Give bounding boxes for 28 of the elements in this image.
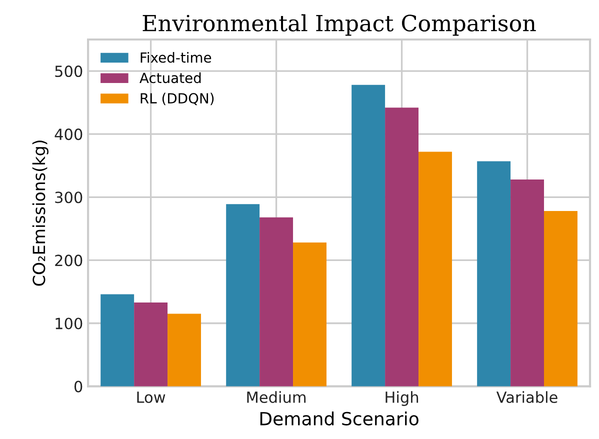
x-tick-label: Variable (496, 391, 558, 404)
x-tick-label: High (386, 391, 418, 406)
bar (168, 314, 201, 386)
bar (260, 217, 294, 386)
bar (385, 108, 419, 386)
y-tick-label: 400 (54, 128, 82, 140)
legend-label: Fixed-time (140, 52, 212, 63)
x-tick-label: Low (137, 392, 166, 404)
y-axis-title: CO₂Emissions(kg) (32, 140, 48, 286)
legend-label: Actuated (140, 72, 201, 84)
x-axis-title: Demand Scenario (260, 412, 418, 426)
bar (544, 211, 578, 386)
y-tick-label: 100 (56, 318, 82, 330)
y-tick-label: 500 (55, 66, 82, 78)
bar (510, 179, 544, 386)
chart-title: Environmental Impact Comparison (142, 14, 536, 36)
bar (352, 84, 386, 386)
bar (293, 242, 326, 386)
bar (418, 152, 452, 386)
bar (477, 161, 511, 386)
y-tick-label: 0 (74, 380, 82, 392)
bar (134, 302, 168, 386)
x-tick-label: Medium (247, 391, 306, 404)
bar (226, 204, 260, 386)
legend-label: RL (DDQN) (140, 92, 214, 106)
y-tick-label: 200 (55, 254, 82, 266)
bar (100, 294, 134, 386)
y-tick-label: 300 (55, 192, 82, 204)
